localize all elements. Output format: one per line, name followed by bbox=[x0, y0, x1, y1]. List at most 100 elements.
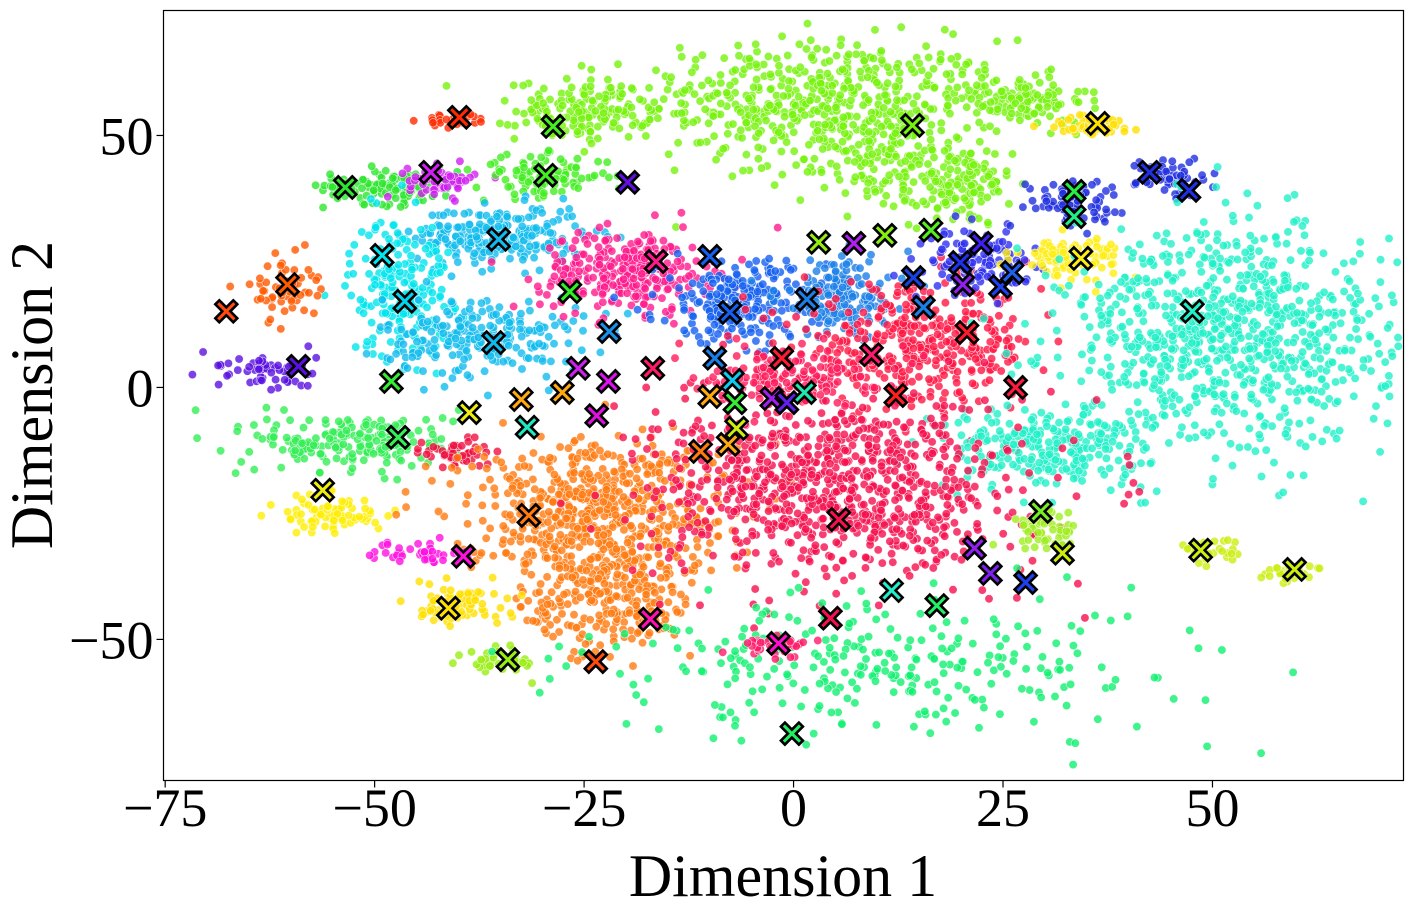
scatter-point bbox=[361, 254, 371, 264]
scatter-point bbox=[704, 118, 714, 128]
scatter-point bbox=[706, 312, 716, 322]
scatter-point bbox=[831, 266, 841, 276]
scatter-point bbox=[523, 177, 533, 187]
scatter-point bbox=[1078, 410, 1088, 420]
scatter-point bbox=[1280, 403, 1290, 413]
scatter-point bbox=[1328, 333, 1338, 343]
scatter-point bbox=[966, 298, 976, 308]
scatter-point bbox=[303, 341, 313, 351]
scatter-point bbox=[1259, 421, 1269, 431]
scatter-point bbox=[1145, 257, 1155, 267]
scatter-point bbox=[341, 425, 351, 435]
scatter-point bbox=[1090, 103, 1100, 113]
scatter-point bbox=[623, 309, 633, 319]
scatter-point bbox=[838, 112, 848, 122]
scatter-point bbox=[890, 128, 900, 138]
scatter-point bbox=[744, 54, 754, 64]
scatter-point bbox=[1319, 248, 1329, 258]
scatter-point bbox=[894, 172, 904, 182]
scatter-point bbox=[1054, 254, 1064, 264]
scatter-point bbox=[1008, 460, 1018, 470]
scatter-point bbox=[855, 263, 865, 273]
scatter-point bbox=[261, 403, 271, 413]
scatter-point bbox=[461, 176, 471, 186]
scatter-point bbox=[713, 329, 723, 339]
scatter-point bbox=[945, 109, 955, 119]
scatter-point bbox=[1393, 333, 1403, 343]
scatter-point bbox=[734, 51, 744, 61]
scatter-point bbox=[290, 245, 300, 255]
scatter-point bbox=[290, 446, 300, 456]
scatter-point bbox=[1335, 426, 1345, 436]
scatter-point bbox=[968, 309, 978, 319]
scatter-point bbox=[1042, 102, 1052, 112]
scatter-point bbox=[577, 61, 587, 71]
scatter-point bbox=[1212, 356, 1222, 366]
scatter-point bbox=[1105, 335, 1115, 345]
scatter-point bbox=[511, 166, 521, 176]
scatter-point bbox=[1289, 217, 1299, 227]
scatter-point bbox=[1164, 438, 1174, 448]
scatter-point bbox=[612, 233, 622, 243]
scatter-point bbox=[363, 433, 373, 443]
scatter-point bbox=[286, 296, 296, 306]
scatter-point bbox=[407, 352, 417, 362]
scatter-point bbox=[606, 83, 616, 93]
scatter-point bbox=[320, 521, 330, 531]
scatter-point bbox=[850, 172, 860, 182]
scatter-point bbox=[679, 305, 689, 315]
scatter-point bbox=[1217, 408, 1227, 418]
scatter-point bbox=[380, 308, 390, 318]
scatter-point bbox=[1294, 296, 1304, 306]
scatter-point bbox=[503, 182, 513, 192]
scatter-point bbox=[1139, 378, 1149, 388]
scatter-point bbox=[1236, 333, 1246, 343]
scatter-point bbox=[1033, 466, 1043, 476]
scatter-point bbox=[929, 83, 939, 93]
scatter-point bbox=[459, 209, 469, 219]
scatter-point bbox=[879, 103, 889, 113]
scatter-point bbox=[1272, 309, 1282, 319]
scatter-point bbox=[1366, 366, 1376, 376]
scatter-point bbox=[758, 279, 768, 289]
scatter-point bbox=[309, 440, 319, 450]
scatter-point bbox=[1087, 180, 1097, 190]
scatter-point bbox=[770, 266, 780, 276]
scatter-point bbox=[716, 99, 726, 109]
scatter-point bbox=[1340, 346, 1350, 356]
scatter-point bbox=[1314, 312, 1324, 322]
scatter-point bbox=[371, 436, 381, 446]
scatter-point bbox=[1380, 357, 1390, 367]
scatter-point bbox=[800, 110, 810, 120]
scatter-point bbox=[1192, 383, 1202, 393]
scatter-point bbox=[191, 405, 201, 415]
scatter-point bbox=[897, 328, 907, 338]
scatter-point bbox=[249, 420, 259, 430]
scatter-point bbox=[1290, 318, 1300, 328]
scatter-point bbox=[1304, 256, 1314, 266]
scatter-point bbox=[942, 348, 952, 358]
scatter-point bbox=[1364, 309, 1374, 319]
scatter-point bbox=[1213, 162, 1223, 172]
scatter-point bbox=[1177, 330, 1187, 340]
scatter-point bbox=[646, 314, 656, 324]
scatter-point bbox=[713, 88, 723, 98]
scatter-point bbox=[1087, 343, 1097, 353]
scatter-point bbox=[697, 50, 707, 60]
scatter-point bbox=[450, 333, 460, 343]
scatter-point bbox=[366, 194, 376, 204]
scatter-point bbox=[413, 426, 423, 436]
scatter-point bbox=[832, 51, 842, 61]
scatter-point bbox=[397, 168, 407, 178]
scatter-point bbox=[635, 94, 645, 104]
scatter-point bbox=[677, 292, 687, 302]
scatter-point bbox=[582, 239, 592, 249]
scatter-point bbox=[1076, 376, 1086, 386]
scatter-point bbox=[719, 53, 729, 63]
scatter-point bbox=[841, 146, 851, 156]
scatter-point bbox=[806, 35, 816, 45]
scatter-point bbox=[571, 162, 581, 172]
scatter-point bbox=[455, 156, 465, 166]
scatter-point bbox=[633, 305, 643, 315]
scatter-point bbox=[748, 105, 758, 115]
